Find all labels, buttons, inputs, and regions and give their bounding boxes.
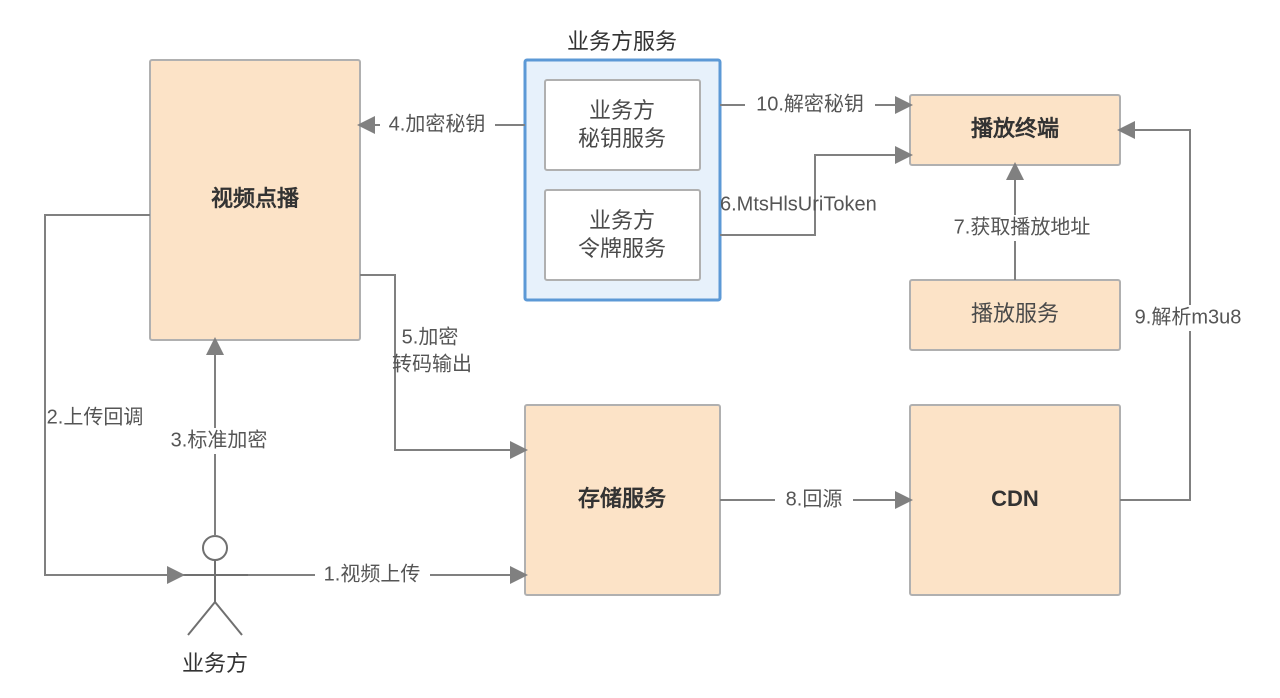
actor-business bbox=[182, 536, 248, 635]
edge-9-label: 9.解析m3u8 bbox=[1135, 305, 1242, 328]
edge-8-label: 8.回源 bbox=[786, 487, 843, 510]
group-title: 业务方服务 bbox=[567, 29, 677, 54]
node-storage-label: 存储服务 bbox=[578, 486, 667, 511]
edge-1-label: 1.视频上传 bbox=[324, 562, 421, 585]
edge-10-label: 10.解密秘钥 bbox=[756, 92, 864, 115]
node-key-service-label2: 秘钥服务 bbox=[578, 126, 666, 151]
edge-3-label: 3.标准加密 bbox=[171, 428, 268, 451]
node-token-service-label1: 业务方 bbox=[589, 208, 655, 233]
node-cdn-label: CDN bbox=[991, 486, 1039, 511]
node-key-service-label1: 业务方 bbox=[589, 98, 655, 123]
node-play-service-label: 播放服务 bbox=[971, 301, 1059, 326]
actor-business-label: 业务方 bbox=[182, 651, 248, 676]
edge-5-label-b: 转码输出 bbox=[392, 352, 472, 375]
node-player-label: 播放终端 bbox=[971, 116, 1059, 141]
edge-5-label-a: 5.加密 bbox=[402, 325, 459, 348]
node-token-service-label2: 令牌服务 bbox=[578, 236, 666, 261]
edge-2-label: 2.上传回调 bbox=[47, 405, 144, 428]
architecture-diagram: 业务方服务 视频点播 业务方 秘钥服务 业务方 令牌服务 播放终端 播放服务 存… bbox=[0, 0, 1280, 698]
edge-6-label: 6.MtsHlsUriToken bbox=[720, 193, 877, 215]
node-vod-label: 视频点播 bbox=[211, 186, 300, 211]
edge-7-label: 7.获取播放地址 bbox=[954, 215, 1091, 238]
edge-4-label: 4.加密秘钥 bbox=[389, 112, 486, 135]
